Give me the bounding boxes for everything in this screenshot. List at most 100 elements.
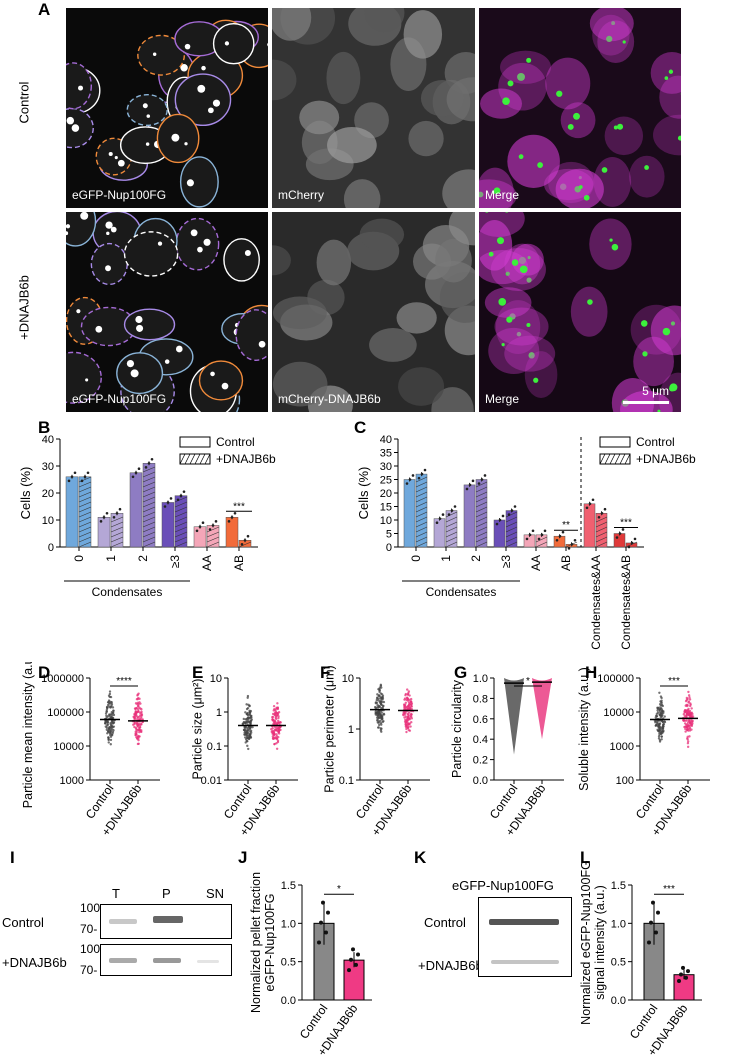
bar-hatch bbox=[415, 511, 428, 518]
cell-outline bbox=[179, 156, 219, 208]
data-point bbox=[377, 699, 380, 702]
data-point bbox=[657, 737, 661, 740]
data-point bbox=[275, 726, 278, 729]
bar-hatch bbox=[142, 496, 156, 503]
data-point bbox=[525, 537, 529, 541]
data-point bbox=[244, 718, 247, 721]
data-point bbox=[663, 715, 666, 718]
bar bbox=[595, 513, 608, 548]
data-point bbox=[176, 498, 180, 502]
significance-label: *** bbox=[233, 501, 245, 512]
condensate bbox=[556, 90, 563, 97]
bar-hatch bbox=[415, 486, 428, 493]
data-point bbox=[251, 725, 254, 729]
cell-signal bbox=[442, 169, 475, 208]
condensate bbox=[135, 315, 143, 324]
micrograph-label: Merge bbox=[485, 392, 520, 406]
y-tick-label: 0.0 bbox=[611, 995, 626, 1007]
y-tick-label: 10 bbox=[42, 515, 54, 527]
data-point bbox=[405, 482, 409, 485]
data-point bbox=[441, 513, 445, 516]
data-point bbox=[105, 728, 109, 731]
data-point bbox=[272, 731, 276, 734]
legend-hatch bbox=[199, 453, 206, 465]
data-point bbox=[137, 467, 141, 470]
cell-signal bbox=[633, 336, 674, 387]
data-point bbox=[423, 468, 427, 472]
data-point bbox=[214, 520, 218, 523]
y-tick-label: 1000 bbox=[60, 775, 84, 787]
cell-outline bbox=[123, 231, 179, 277]
data-point bbox=[408, 694, 411, 697]
data-point bbox=[377, 716, 380, 720]
bar-hatch bbox=[475, 541, 488, 548]
bar-hatch bbox=[142, 521, 156, 528]
y-tick-label: 1 bbox=[216, 707, 222, 719]
data-point bbox=[136, 693, 139, 696]
data-point bbox=[690, 719, 693, 722]
cell-signal bbox=[398, 367, 445, 406]
data-point bbox=[406, 688, 409, 691]
data-point bbox=[138, 714, 142, 717]
condensate bbox=[210, 371, 215, 377]
bar-hatch bbox=[206, 526, 220, 533]
y-axis-label: Particle perimeter (μm) bbox=[322, 665, 336, 792]
micrograph-egfp-control: eGFP-Nup100FG bbox=[66, 8, 268, 208]
data-point bbox=[270, 730, 273, 734]
data-point bbox=[356, 952, 360, 957]
y-axis-label: Particle mean intensity (a.u.) bbox=[21, 662, 35, 808]
data-point bbox=[136, 716, 139, 720]
data-point bbox=[382, 700, 386, 704]
bar-hatch bbox=[445, 516, 458, 523]
data-point bbox=[380, 723, 383, 726]
bar-hatch bbox=[142, 491, 156, 498]
y-tick-label: 0 bbox=[48, 542, 54, 554]
bar-hatch bbox=[110, 526, 124, 533]
bar-hatch bbox=[415, 521, 428, 528]
data-point bbox=[169, 497, 173, 500]
data-point bbox=[555, 538, 559, 542]
condensate bbox=[601, 167, 608, 173]
cell-signal bbox=[369, 328, 417, 362]
data-point bbox=[689, 714, 692, 718]
bar-hatch bbox=[505, 511, 518, 518]
data-point bbox=[110, 700, 113, 704]
bar-hatch bbox=[445, 531, 458, 538]
bar-hatch bbox=[475, 481, 488, 488]
legend-label-dnajb6b: +DNAJB6b bbox=[216, 452, 276, 466]
data-point bbox=[468, 483, 472, 487]
data-point bbox=[351, 947, 355, 952]
bar-hatch bbox=[142, 541, 156, 548]
bar-hatch bbox=[415, 496, 428, 503]
data-point bbox=[683, 714, 686, 718]
data-point bbox=[585, 506, 589, 510]
condensate bbox=[609, 238, 613, 242]
y-axis-label: Cells (%) bbox=[356, 467, 371, 520]
condensate bbox=[644, 165, 649, 170]
data-point bbox=[102, 516, 106, 519]
bar bbox=[613, 533, 626, 548]
data-point bbox=[407, 704, 410, 707]
data-point bbox=[377, 694, 381, 698]
data-point bbox=[279, 721, 282, 724]
y-axis-label-line2: signal intensity (a.u.) bbox=[593, 885, 607, 1000]
bar-hatch bbox=[445, 536, 458, 543]
data-point bbox=[688, 711, 691, 715]
data-point bbox=[686, 969, 690, 974]
data-point bbox=[685, 728, 689, 732]
cell-outline bbox=[223, 238, 260, 282]
bar-hatch bbox=[78, 506, 92, 513]
data-point bbox=[382, 712, 385, 716]
bar-hatch bbox=[475, 486, 488, 493]
chart-b: 0 10 20 30 40 Cells (%) 0 1 2 ≥3 AA AB *** Condensate… bbox=[18, 434, 276, 599]
lane-label-t: T bbox=[112, 886, 120, 901]
data-point bbox=[135, 697, 139, 701]
cell-outline bbox=[90, 242, 128, 286]
data-point bbox=[409, 697, 413, 701]
data-point bbox=[409, 700, 413, 703]
data-point bbox=[150, 457, 154, 461]
cell-outline bbox=[212, 22, 255, 65]
blot-k-row-control: Control bbox=[424, 915, 466, 930]
data-point bbox=[271, 737, 275, 740]
data-point bbox=[275, 733, 278, 736]
